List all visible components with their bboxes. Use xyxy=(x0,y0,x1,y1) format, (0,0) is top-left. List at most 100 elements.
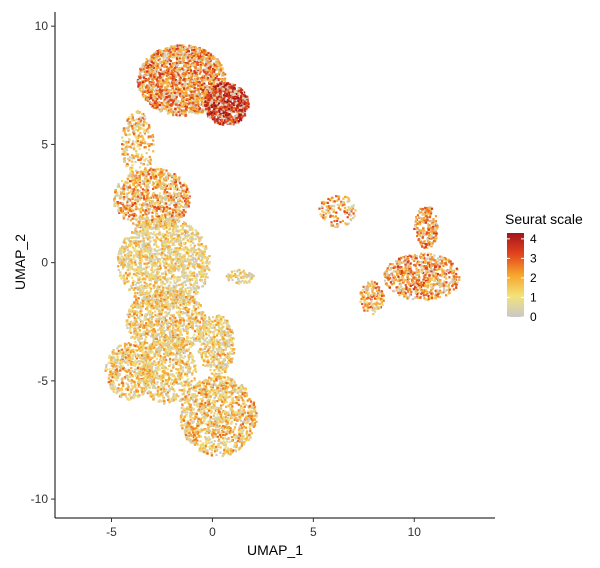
cell-point xyxy=(152,139,155,142)
cell-point xyxy=(209,100,212,103)
cell-point xyxy=(158,201,161,204)
cell-point xyxy=(183,255,186,258)
cell-point xyxy=(235,108,238,112)
cell-point xyxy=(145,290,148,293)
cell-point xyxy=(224,73,227,76)
cell-point xyxy=(153,75,156,78)
cell-point xyxy=(173,83,176,86)
cell-point xyxy=(159,206,162,209)
cell-point xyxy=(163,276,166,279)
cell-point xyxy=(191,227,194,230)
cell-point xyxy=(185,71,188,74)
cell-point xyxy=(158,217,161,221)
cell-point xyxy=(142,122,145,125)
cell-point xyxy=(139,156,142,159)
cell-point xyxy=(170,107,173,111)
cell-point xyxy=(191,228,194,232)
cell-point xyxy=(226,106,229,109)
cell-point xyxy=(127,218,130,221)
cell-point xyxy=(140,126,143,129)
cell-point xyxy=(175,224,178,227)
cell-point xyxy=(137,277,140,280)
cell-point xyxy=(171,111,175,114)
cell-point xyxy=(201,51,204,54)
cell-point xyxy=(132,279,135,282)
cell-point xyxy=(178,46,181,49)
cell-point xyxy=(235,101,238,104)
cell-point xyxy=(151,268,154,271)
cell-point xyxy=(117,253,120,256)
cell-point xyxy=(124,146,128,149)
cell-point xyxy=(201,48,204,51)
cell-point xyxy=(173,70,176,73)
cell-point xyxy=(136,138,139,141)
cell-point xyxy=(145,66,149,69)
cell-point xyxy=(139,281,142,284)
cell-point xyxy=(167,244,171,248)
cell-point xyxy=(145,188,148,192)
cell-point xyxy=(116,201,119,204)
cell-point xyxy=(187,205,190,208)
cell-point xyxy=(148,286,151,289)
cell-point xyxy=(213,100,216,103)
cell-point xyxy=(161,282,164,285)
cell-point xyxy=(172,221,175,224)
cell-point xyxy=(127,186,130,189)
cell-point xyxy=(199,271,202,274)
cell-point xyxy=(167,75,170,78)
cell-point xyxy=(165,47,168,50)
cell-point xyxy=(176,80,179,83)
cell-point xyxy=(139,219,142,222)
cell-point xyxy=(127,122,130,125)
cell-point xyxy=(201,259,204,262)
cell-point xyxy=(135,287,139,290)
cell-point xyxy=(173,204,176,207)
cell-point xyxy=(184,210,187,214)
cell-point xyxy=(158,101,161,104)
cell-point xyxy=(169,59,173,63)
cell-point xyxy=(182,246,186,249)
cell-point xyxy=(170,176,174,179)
cell-point xyxy=(243,94,246,97)
cell-point xyxy=(220,100,223,103)
cell-point xyxy=(152,187,155,190)
cell-point xyxy=(141,75,144,78)
cell-point xyxy=(180,185,183,188)
cell-point xyxy=(246,105,249,108)
cell-point xyxy=(143,225,147,229)
cell-point xyxy=(169,277,172,280)
cell-point xyxy=(129,171,132,175)
cell-point xyxy=(150,84,153,87)
cell-point xyxy=(154,209,157,212)
cell-point xyxy=(170,49,173,52)
cell-point xyxy=(124,182,127,185)
cell-point xyxy=(160,237,163,240)
cell-point xyxy=(136,171,139,174)
cell-point xyxy=(157,51,160,55)
cell-point xyxy=(126,275,129,278)
cell-point xyxy=(142,290,145,293)
cell-point xyxy=(190,53,193,56)
cell-point xyxy=(135,236,138,239)
cell-point xyxy=(198,108,201,111)
cell-point xyxy=(181,190,184,193)
cell-point xyxy=(143,243,146,246)
cell-point xyxy=(171,80,174,83)
cell-point xyxy=(120,187,123,190)
cell-point xyxy=(233,93,236,96)
cell-point xyxy=(204,107,208,111)
cell-point xyxy=(158,196,161,199)
cell-point xyxy=(245,105,248,108)
cell-point xyxy=(159,79,162,82)
cell-point xyxy=(182,206,185,209)
cell-point xyxy=(166,103,169,106)
cell-point xyxy=(165,82,168,85)
cell-point xyxy=(159,219,162,222)
cell-point xyxy=(148,124,151,127)
cell-point xyxy=(198,88,201,91)
cell-point xyxy=(158,185,161,188)
cell-point xyxy=(190,249,193,252)
cell-point xyxy=(132,240,135,243)
cell-point xyxy=(156,288,159,291)
cell-point xyxy=(122,192,125,195)
